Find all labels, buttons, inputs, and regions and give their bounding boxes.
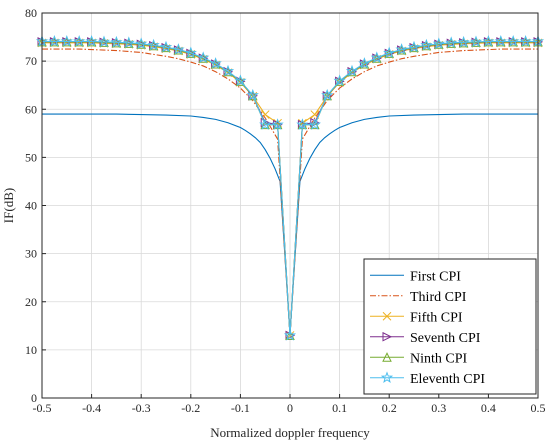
data-point [110,35,123,48]
data-point [184,46,197,59]
y-tick-label: 70 [25,54,37,68]
legend-entry: Fifth CPI [370,310,463,325]
data-point [494,34,507,47]
data-point [370,51,383,63]
legend-marker [382,311,392,321]
y-tick-label: 30 [25,247,37,261]
data-point [432,37,445,50]
data-point [259,118,272,130]
legend: First CPI Third CPI Fifth CPI Seventh CPI Ni… [363,258,537,395]
x-tick-label: 0.3 [431,401,446,415]
data-point [445,36,458,49]
data-point [358,57,371,69]
legend-box [363,258,537,395]
x-tick-label: -0.2 [181,401,200,415]
data-point [271,118,284,130]
legend-entry: Ninth CPI [370,351,468,366]
y-tick-label: 60 [25,102,37,116]
data-point [85,34,98,47]
data-point [147,38,160,51]
data-point [285,330,295,340]
y-tick-label: 10 [25,343,37,357]
legend-marker [382,331,393,342]
data-point [60,34,73,47]
data-point [482,34,495,47]
legend-entry: First CPI [370,269,461,284]
x-tick-label: -0.3 [132,401,151,415]
ticks: -0.5 -0.4 -0.3 -0.2 -0.1 0 0.1 0.2 0.3 0.4 0.5 0 10 2… [25,6,546,415]
data-point [197,51,210,63]
data-point [457,35,470,48]
legend-entry: Seventh CPI [370,331,481,346]
data-point [420,38,433,51]
data-point [97,35,111,48]
x-tick-label: 0.2 [382,401,397,415]
data-point [407,40,421,53]
legend-label: Eleventh CPI [410,372,485,387]
data-point [395,43,408,55]
legend-entry: Third CPI [370,290,467,305]
x-tick-label: 0.1 [332,401,347,415]
legend-label: Third CPI [410,290,467,305]
data-point [507,34,520,47]
legend-label: Ninth CPI [410,351,468,366]
data-point [221,64,235,77]
data-point [159,40,173,53]
data-point [209,57,222,69]
data-point [122,36,135,49]
y-tick-label: 40 [25,199,37,213]
data-point [73,34,86,47]
data-point [234,74,247,87]
series-2 [42,48,538,336]
y-tick-label: 50 [25,150,37,164]
y-tick-label: 20 [25,295,37,309]
y-tick-label: 80 [25,6,37,20]
legend-marker [380,371,394,383]
data-point [296,118,309,130]
legend-entry: Eleventh CPI [370,371,485,387]
data-point [333,74,346,87]
legend-label: Fifth CPI [410,310,463,325]
y-tick-label: 0 [31,391,37,405]
series-line [42,40,538,336]
data-point [321,88,334,101]
x-tick-label: -0.1 [231,401,250,415]
series-line [42,48,538,336]
legend-label: Seventh CPI [410,331,481,346]
data-point [345,64,359,77]
x-axis-label: Normalized doppler frequency [210,425,370,440]
legend-label: First CPI [410,269,461,284]
data-point [383,46,396,59]
data-point [283,329,297,341]
data-point [48,34,61,47]
y-axis-label: IF(dB) [1,188,16,223]
x-tick-label: 0.4 [481,401,496,415]
data-point [308,118,321,130]
data-point [246,88,259,101]
data-point [519,34,532,47]
x-tick-label: -0.4 [82,401,101,415]
legend-marker [382,352,392,362]
x-tick-label: 0.5 [531,401,546,415]
series-6 [35,34,545,341]
data-point [172,43,185,55]
x-tick-label: 0 [287,401,293,415]
data-point [135,37,148,50]
x-tick-label: -0.5 [33,401,52,415]
data-point [469,35,483,48]
